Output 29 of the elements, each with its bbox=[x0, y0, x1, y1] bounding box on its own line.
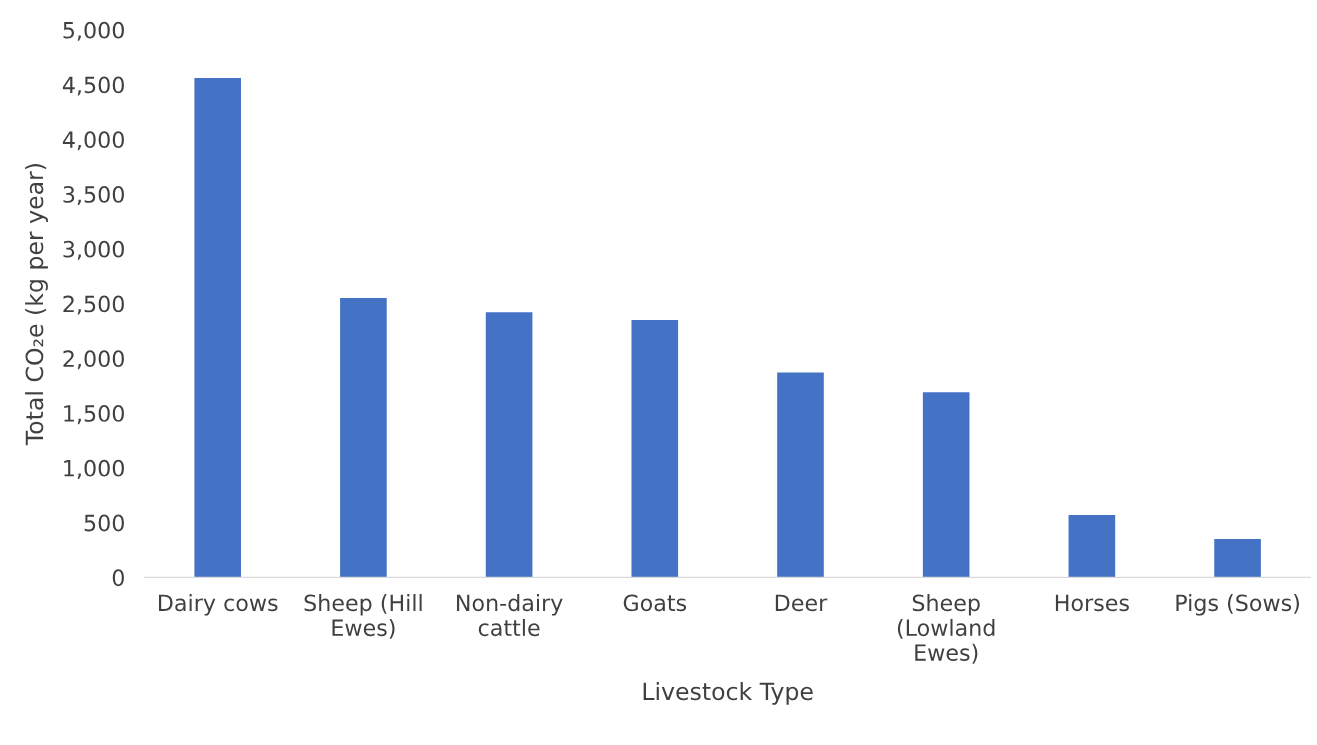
y-tick-label: 500 bbox=[84, 514, 124, 532]
bar bbox=[194, 77, 242, 578]
bar bbox=[1214, 539, 1261, 578]
bar bbox=[485, 312, 533, 578]
x-tick-label: Deer bbox=[775, 594, 828, 612]
y-tick-label: 3,500 bbox=[63, 186, 124, 206]
x-tick-label: Sheep (Lowland Ewes) bbox=[897, 594, 995, 664]
x-tick-label: Pigs (Sows) bbox=[1176, 594, 1299, 616]
bar bbox=[922, 392, 970, 578]
bar bbox=[340, 298, 387, 578]
x-tick-label: Horses bbox=[1055, 594, 1129, 612]
x-axis-title: Livestock Type bbox=[643, 681, 813, 705]
bar bbox=[777, 372, 824, 578]
y-axis-title: Total CO₂e (kg per year) bbox=[25, 164, 48, 446]
y-tick-label: 3,000 bbox=[63, 240, 124, 260]
y-tick-label: 4,500 bbox=[62, 76, 124, 96]
x-tick-label: Non-dairy cattle bbox=[457, 594, 563, 637]
x-tick-label: Sheep (Hill Ewes) bbox=[304, 594, 422, 639]
bar bbox=[1068, 514, 1116, 578]
y-tick-label: 1,000 bbox=[64, 459, 124, 479]
x-tick-label: Goats bbox=[623, 594, 687, 612]
x-tick-label: Dairy cows bbox=[158, 594, 278, 616]
y-tick-label: 0 bbox=[112, 569, 124, 587]
y-tick-label: 2,500 bbox=[63, 295, 124, 315]
y-tick-label: 1,500 bbox=[64, 405, 124, 425]
bar bbox=[631, 320, 679, 578]
y-tick-label: 2,000 bbox=[63, 350, 124, 370]
y-tick-label: 4,000 bbox=[62, 131, 124, 151]
y-tick-label: 5,000 bbox=[63, 21, 124, 41]
